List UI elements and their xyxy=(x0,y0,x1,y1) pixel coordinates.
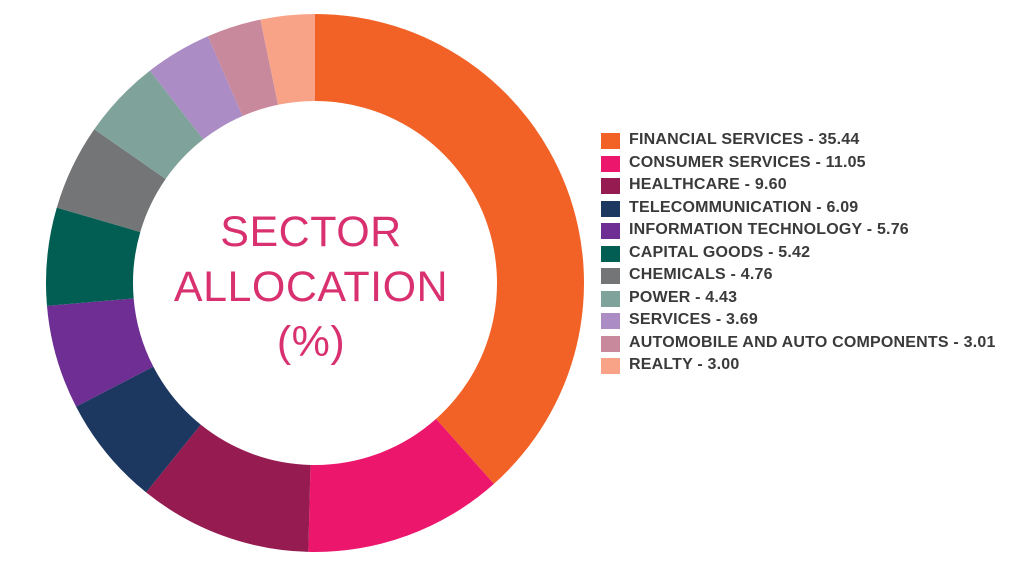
legend-swatch xyxy=(601,133,620,149)
legend-swatch xyxy=(601,155,620,172)
donut-slice xyxy=(146,424,311,552)
legend-label: REALTY - 3.00 xyxy=(629,356,740,373)
donut-slice xyxy=(56,129,166,232)
chart-title-line-3: (%) xyxy=(276,318,346,366)
legend-swatch xyxy=(601,335,620,352)
chart-title-line-2: ALLOCATION xyxy=(173,263,449,311)
legend-item: CAPITAL GOODS - 5.42 xyxy=(601,243,1006,263)
donut-slice xyxy=(207,19,279,117)
chart-legend: FINANCIAL SERVICES - 35.44 CONSUMER SERVI… xyxy=(601,130,1006,378)
donut-slice xyxy=(46,298,154,407)
chart-title: SECTOR ALLOCATION (%) xyxy=(136,205,486,370)
legend-label: TELECOMMUNICATION - 6.09 xyxy=(629,198,859,216)
legend-item: POWER - 4.43 xyxy=(601,288,1006,308)
legend-label: CAPITAL GOODS - 5.42 xyxy=(629,243,811,261)
legend-item: CHEMICALS - 4.76 xyxy=(601,265,1006,285)
legend-label: CHEMICALS - 4.76 xyxy=(629,266,773,283)
legend-swatch xyxy=(601,223,620,239)
legend-swatch xyxy=(601,200,620,217)
legend-swatch xyxy=(601,245,620,262)
donut-slice xyxy=(149,36,243,140)
chart-title-line-1: SECTOR xyxy=(220,208,402,256)
legend-item: TELECOMMUNICATION - 6.09 xyxy=(601,198,1006,218)
legend-swatch xyxy=(601,290,620,307)
donut-slice xyxy=(94,70,204,179)
donut-slice xyxy=(76,366,201,493)
legend-item: CONSUMER SERVICES - 11.05 xyxy=(601,153,1006,173)
legend-swatch xyxy=(601,268,620,284)
legend-label: FINANCIAL SERVICES - 35.44 xyxy=(629,131,860,148)
legend-label: HEALTHCARE - 9.60 xyxy=(629,176,787,193)
sector-donut-chart xyxy=(45,14,584,552)
donut-slice xyxy=(45,207,141,306)
donut-slice xyxy=(308,418,494,552)
donut-slice xyxy=(315,14,584,484)
legend-swatch xyxy=(601,313,620,329)
legend-item: SERVICES - 3.69 xyxy=(601,310,1006,330)
legend-label: AUTOMOBILE AND AUTO COMPONENTS - 3.01 xyxy=(629,333,996,351)
legend-item: AUTOMOBILE AND AUTO COMPONENTS - 3.01 xyxy=(601,333,1006,353)
legend-swatch xyxy=(601,178,620,194)
donut-slice xyxy=(260,14,315,105)
legend-swatch xyxy=(601,358,620,374)
legend-label: CONSUMER SERVICES - 11.05 xyxy=(629,153,866,171)
legend-item: FINANCIAL SERVICES - 35.44 xyxy=(601,130,1006,150)
legend-item: HEALTHCARE - 9.60 xyxy=(601,175,1006,195)
legend-label: SERVICES - 3.69 xyxy=(629,311,758,328)
legend-label: POWER - 4.43 xyxy=(629,288,738,306)
legend-item: INFORMATION TECHNOLOGY - 5.76 xyxy=(601,220,1006,240)
legend-item: REALTY - 3.00 xyxy=(601,355,1006,375)
legend-label: INFORMATION TECHNOLOGY - 5.76 xyxy=(629,221,909,238)
